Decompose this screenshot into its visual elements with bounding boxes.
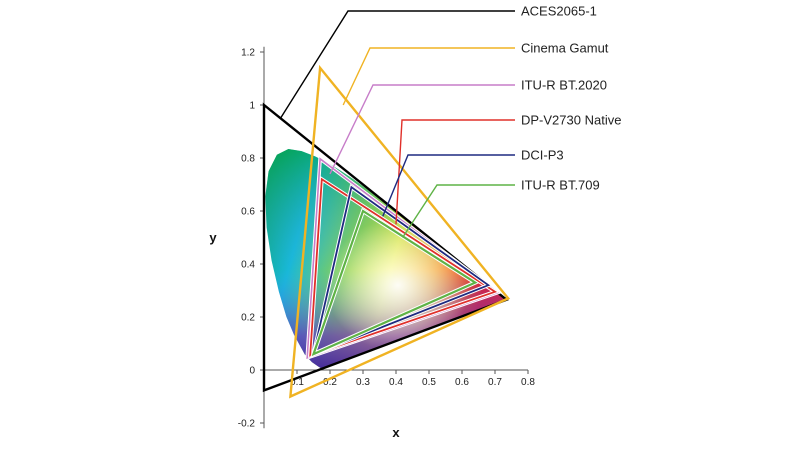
legend-leader-line [342, 47, 515, 106]
axes: 0.1 0.2 0.3 0.4 0.5 0.6 0.7 0.8 -0.2 0 0.2 0.4 0.6 0… [238, 46, 535, 430]
y-tick-label: 0.6 [241, 207, 255, 218]
y-tick-label: 1 [249, 101, 255, 112]
x-tick-label: 0.1 [290, 377, 304, 388]
legend-leader-line [382, 154, 515, 217]
y-tick-label: -0.2 [238, 419, 256, 430]
y-tick-label: 0 [249, 366, 255, 377]
legend-label: DCI-P3 [521, 148, 564, 163]
legend-label: Cinema Gamut [521, 41, 609, 56]
y-tick-label: 0.2 [241, 313, 255, 324]
legend-leader-line [279, 10, 515, 119]
gamut-aces2065-1 [262, 102, 509, 393]
legend-label: ACES2065-1 [521, 4, 597, 19]
gamut-dp-v2730-native [309, 177, 498, 357]
gamut-itu-r-bt-709 [311, 209, 478, 357]
x-axis-label: x [392, 425, 400, 440]
legend: ACES2065-1 Cinema Gamut ITU-R BT.2020 DP-V2… [279, 4, 621, 238]
legend-label: ITU-R BT.2020 [521, 78, 607, 93]
x-tick-label: 0.3 [356, 377, 370, 388]
x-tick-label: 0.4 [389, 377, 403, 388]
gamut-cinema-gamut [289, 64, 511, 399]
x-tick-label: 0.6 [455, 377, 469, 388]
gamut-triangles [262, 64, 511, 399]
legend-label: DP-V2730 Native [521, 113, 621, 128]
y-tick-label: 1.2 [241, 48, 255, 59]
y-tick-label: 0.8 [241, 154, 255, 165]
legend-label: ITU-R BT.709 [521, 178, 600, 193]
x-tick-label: 0.5 [422, 377, 436, 388]
x-tick-label: 0.2 [323, 377, 337, 388]
spectral-locus [265, 149, 507, 369]
legend-leader-line [402, 184, 515, 238]
x-tick-label: 0.7 [488, 377, 502, 388]
gamut-dci-p3 [312, 185, 491, 356]
y-axis-label: y [209, 230, 217, 245]
y-tick-label: 0.4 [241, 260, 255, 271]
legend-leader-line [329, 84, 515, 175]
x-tick-label: 0.8 [521, 377, 535, 388]
legend-leader-line [395, 119, 515, 225]
